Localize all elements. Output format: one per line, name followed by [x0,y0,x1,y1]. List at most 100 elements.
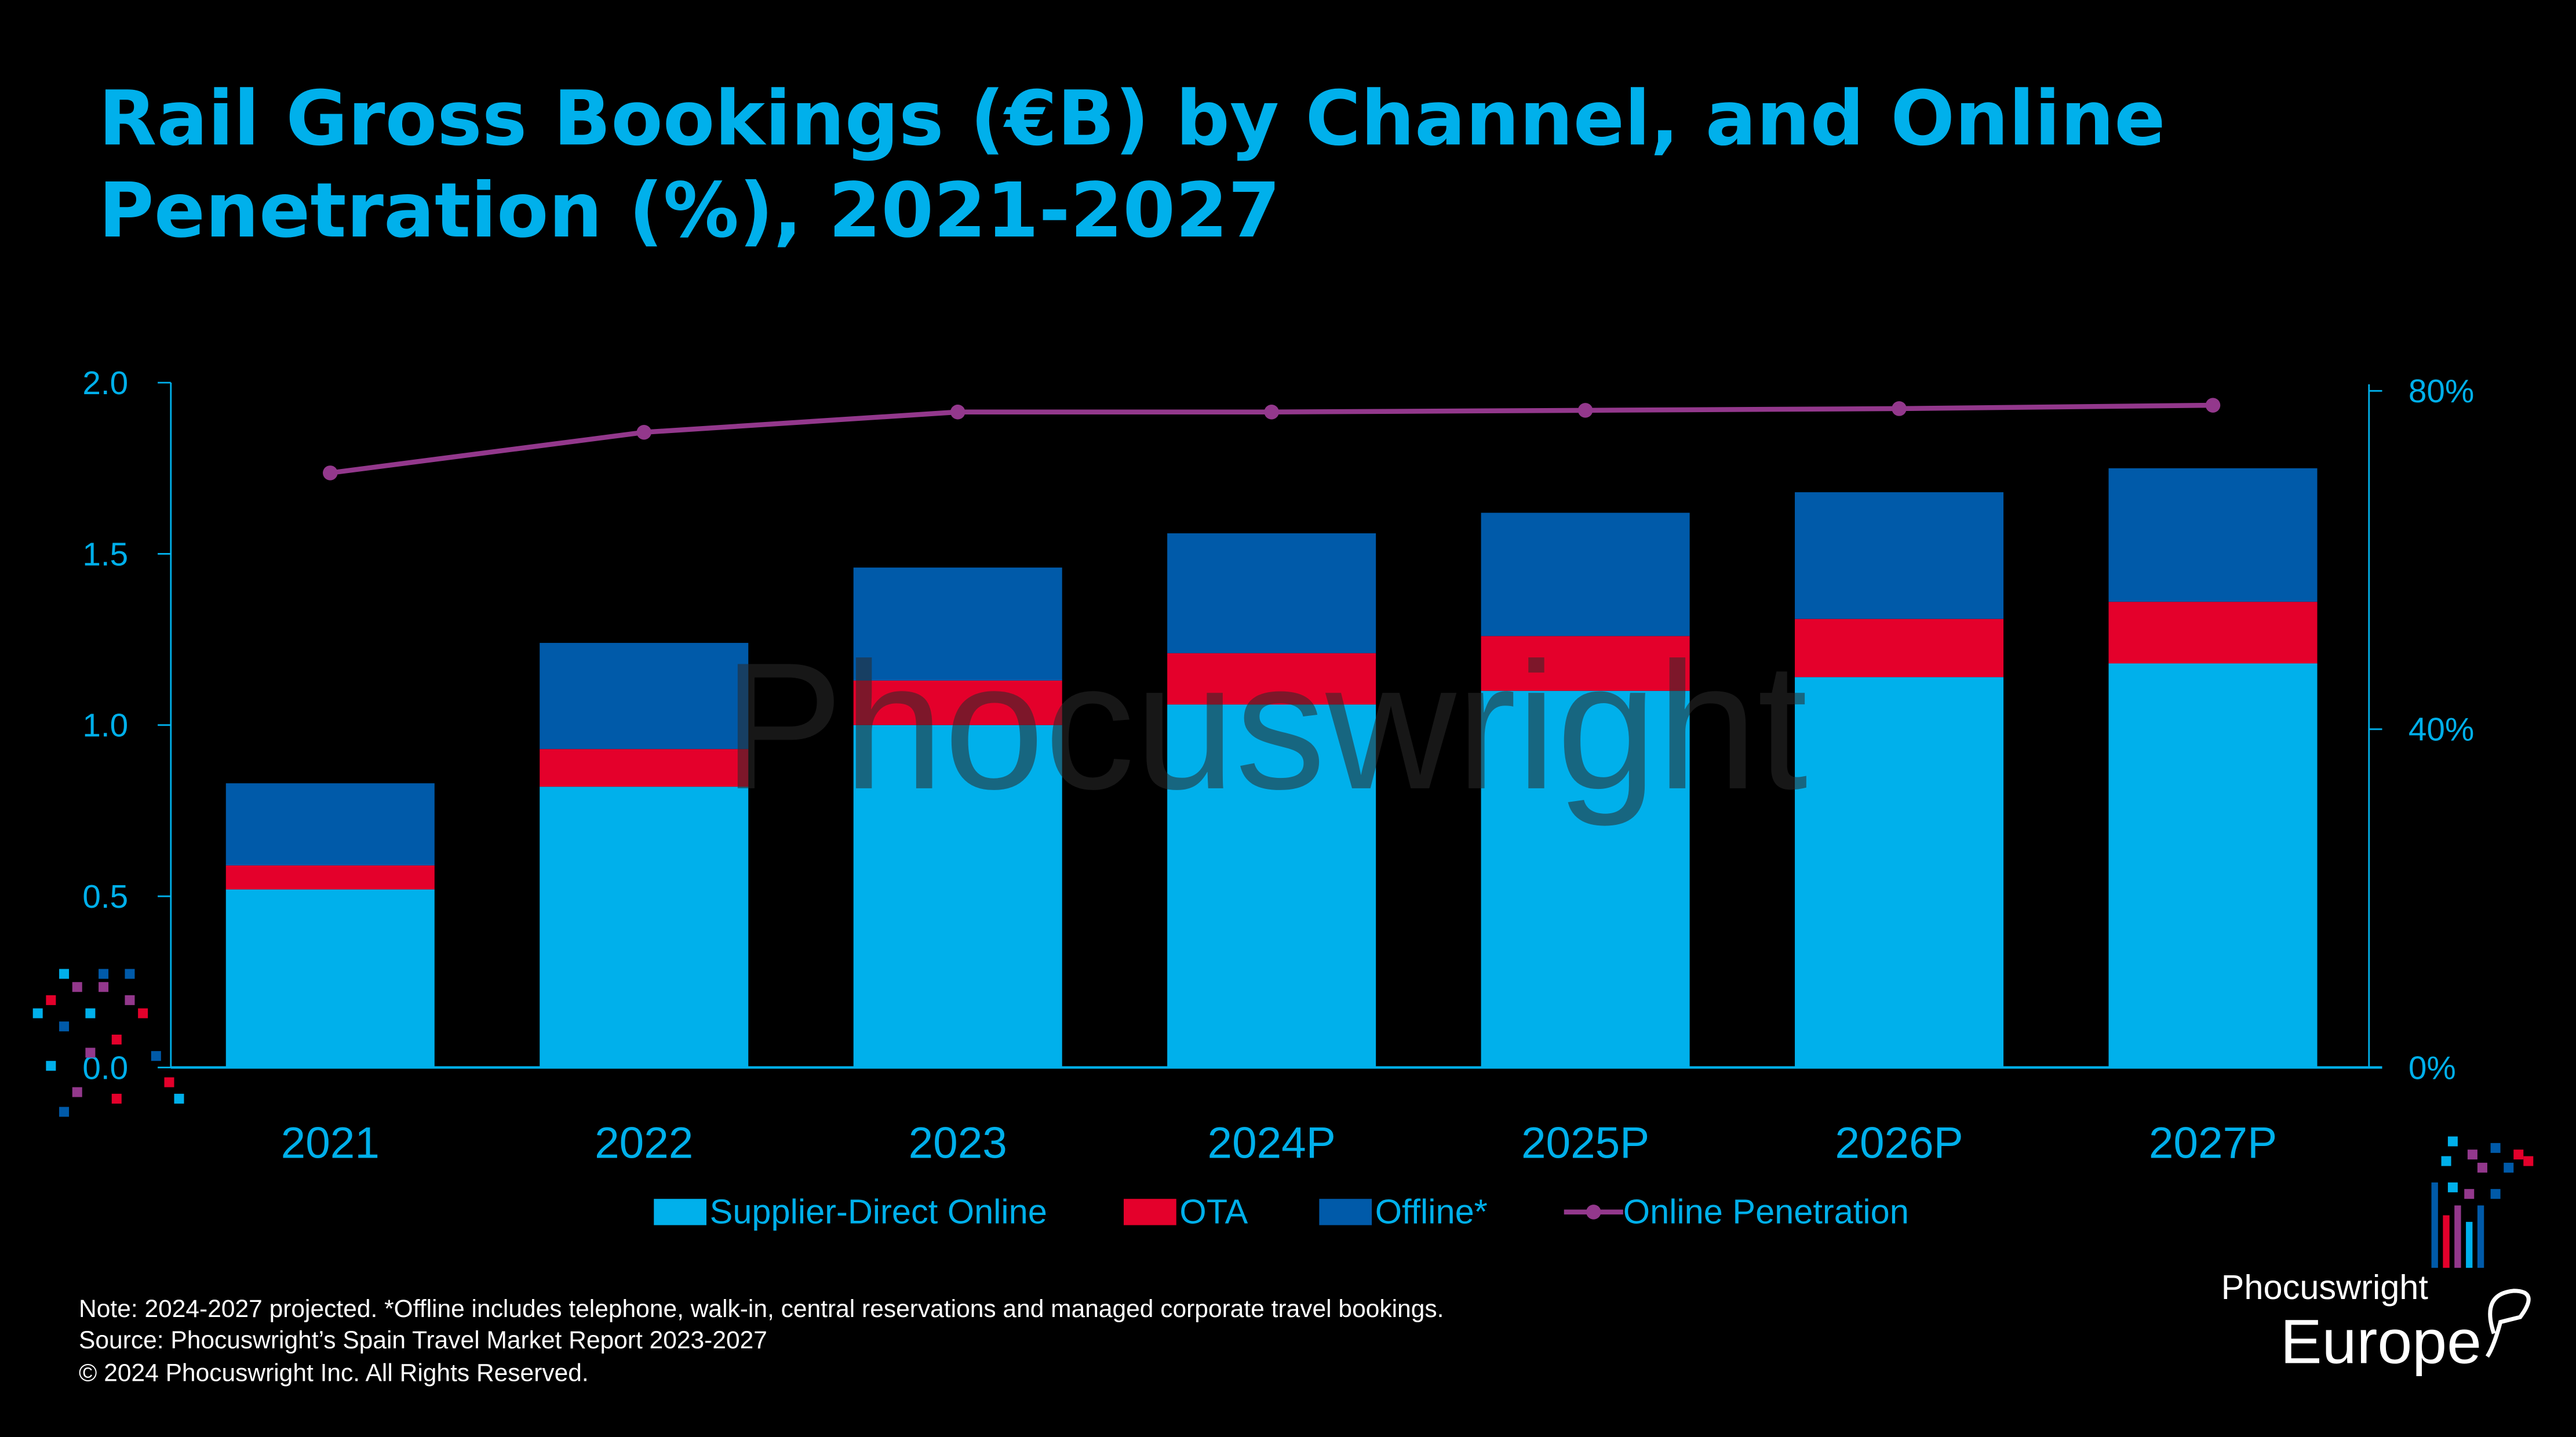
logo-bar [2477,1205,2484,1268]
line-point-2022 [636,425,652,440]
legend-swatch [1319,1199,1372,1225]
pixel-square [32,1008,43,1018]
pixel-square [85,1047,96,1058]
pixel-decoration [32,969,2534,1268]
x-tick-label: 2021 [281,1118,380,1167]
line-point-2021 [323,465,338,481]
line-point-2024P [1264,405,1279,420]
legend-label: Supplier-Direct Online [710,1192,1047,1231]
bar-ota-2021 [225,865,435,890]
x-tick-label: 2026P [1835,1118,1963,1167]
bar-offline--2021 [225,783,435,866]
x-tick-label: 2023 [909,1118,1007,1167]
y-left-tick-label: 2.0 [82,365,128,402]
legend-label: OTA [1179,1192,1248,1231]
svg-text:Phocuswright: Phocuswright [2221,1268,2429,1307]
y-right-tick-label: 0% [2409,1050,2456,1086]
line-point-2026P [1892,401,1907,416]
legend-label: Offline* [1375,1192,1488,1231]
pixel-square [99,982,109,992]
pixel-square [2504,1162,2514,1173]
legend-swatch-marker [1586,1205,1601,1220]
y-left-tick-label: 1.0 [82,708,128,744]
bar-offline--2025P [1481,512,1690,636]
pixel-square [151,1051,161,1061]
pixel-square [46,995,56,1005]
y-left-tick-label: 0.5 [82,879,128,915]
speech-bubble-icon [2485,1289,2531,1358]
bar-offline--2024P [1167,533,1376,653]
pixel-square [2523,1156,2534,1166]
pixel-square [125,969,135,979]
pixel-square [72,982,82,992]
pixel-square [2447,1136,2458,1147]
logo-bar [2443,1215,2450,1268]
logo-bar [2454,1205,2461,1268]
pixel-square [2477,1162,2487,1173]
bar-supplier-direct-online-2025P [1481,690,1690,1068]
legend-swatch [1124,1199,1176,1225]
pixel-square [2441,1156,2451,1166]
pixel-square [2464,1189,2475,1199]
bar-offline--2023 [853,567,1062,681]
pixel-square [2490,1189,2501,1199]
bar-offline--2026P [1795,492,2004,619]
pixel-square [111,1093,122,1104]
chart-title-line1: Rail Gross Bookings (€B) by Channel, and… [99,74,2166,162]
legend-label: Online Penetration [1623,1192,1909,1231]
x-tick-label: 2027P [2149,1118,2277,1167]
copyright: © 2024 Phocuswright Inc. All Rights Rese… [79,1360,589,1387]
chart-title-line2: Penetration (%), 2021-2027 [99,166,1281,254]
bar-supplier-direct-online-2027P [2108,663,2318,1068]
y-right-tick-label: 40% [2409,712,2474,748]
watermark: Phocuswright [723,625,1808,828]
pixel-square [46,1061,56,1071]
pixel-square [2447,1182,2458,1192]
pixel-square [85,1008,96,1018]
logo-bar [2431,1182,2438,1268]
pixel-square [174,1093,184,1104]
y-right-tick-label: 80% [2409,373,2474,410]
pixel-square [59,969,70,979]
x-tick-label: 2022 [595,1118,693,1167]
pixel-square [2513,1149,2524,1160]
pixel-square [2490,1143,2501,1153]
plot-area: 0.00.51.01.52.00%40%80%2021 2022 2023 2024P… [82,365,2474,1167]
x-tick-label: 2025P [1521,1118,1649,1167]
legend-swatch [654,1199,706,1225]
bar-ota-2023 [853,681,1062,725]
bar-ota-2022 [540,749,749,787]
pixel-square [111,1034,122,1045]
bar-offline--2027P [2108,468,2318,602]
pixel-square [164,1077,174,1087]
bar-offline--2022 [540,643,749,750]
footnote: Note: 2024-2027 projected. *Offline incl… [79,1296,1444,1323]
pixel-square [99,969,109,979]
line-point-2027P [2205,398,2221,413]
x-tick-label: 2024P [1208,1118,1336,1167]
pixel-square [125,995,135,1005]
pixel-square [59,1021,70,1032]
phocuswright-europe-logo: Phocuswright Europe [2221,1268,2531,1377]
y-left-tick-label: 1.5 [82,536,128,573]
source: Source: Phocuswright’s Spain Travel Mark… [79,1327,767,1354]
bar-ota-2026P [1795,619,2004,678]
line-point-2025P [1577,403,1593,418]
bar-supplier-direct-online-2024P [1167,704,1376,1068]
bar-ota-2027P [2108,602,2318,664]
pixel-square [59,1107,70,1117]
line-point-2023 [950,405,965,420]
bar-supplier-direct-online-2026P [1795,677,2004,1068]
pixel-square [138,1008,148,1018]
bar-supplier-direct-online-2023 [853,725,1062,1068]
bar-ota-2025P [1481,636,1690,691]
bar-supplier-direct-online-2021 [225,889,435,1068]
pixel-square [2467,1149,2477,1160]
bar-ota-2024P [1167,653,1376,705]
svg-text:Europe: Europe [2280,1307,2482,1377]
bar-supplier-direct-online-2022 [540,787,749,1068]
logo-bar [2466,1221,2473,1268]
legend: Supplier-Direct Online OTA Offline* Online … [654,1192,1909,1231]
pixel-square [72,1087,82,1097]
